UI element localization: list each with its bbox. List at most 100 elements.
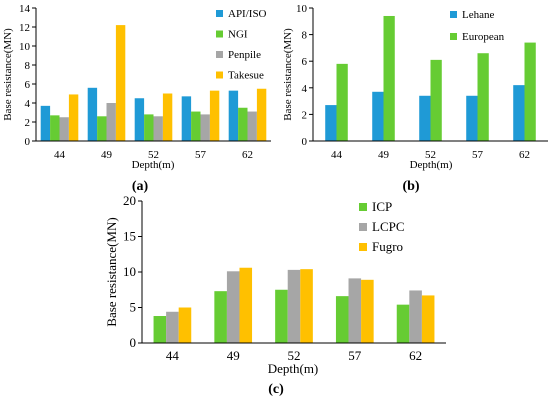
bar-penpile-52 [153, 116, 163, 141]
y-tick-label: 8 [25, 60, 31, 72]
bar-ngi-52 [144, 114, 154, 141]
x-tick-label: 44 [166, 348, 180, 363]
bar-takesue-44 [68, 94, 79, 141]
x-tick-label: 44 [54, 149, 66, 161]
legend-label: Fugro [372, 239, 403, 254]
y-tick-label: 5 [130, 300, 137, 315]
bar-fugro-52 [300, 269, 313, 343]
bar-takesue-62 [256, 88, 267, 141]
legend-swatch-european [450, 33, 457, 40]
bar-lcpc-44 [166, 311, 179, 343]
bar-lehane-49 [372, 91, 384, 141]
bar-ngi-49 [97, 116, 107, 141]
x-tick-label: 49 [378, 149, 390, 161]
bar-european-44 [336, 63, 348, 141]
bar-api-iso-49 [87, 87, 98, 141]
bar-icp-49 [214, 291, 227, 343]
bar-european-52 [430, 59, 442, 142]
bar-icp-44 [153, 316, 167, 343]
bar-ngi-44 [50, 115, 60, 141]
y-axis-label: Base resistance(MN) [282, 28, 294, 121]
bar-fugro-49 [239, 267, 253, 343]
panel-label-b: (b) [402, 179, 419, 194]
bar-takesue-57 [209, 90, 220, 141]
legend-label: Penpile [228, 49, 261, 61]
bar-api-iso-52 [134, 98, 145, 141]
x-axis-label: Depth(m) [410, 159, 453, 171]
legend-label: Lehane [462, 9, 494, 21]
bar-penpile-57 [200, 114, 210, 141]
bar-icp-62 [396, 304, 410, 343]
legend-label: European [462, 31, 505, 43]
bar-penpile-49 [106, 103, 116, 141]
x-tick-label: 52 [288, 348, 301, 363]
legend-swatch-lehane [450, 11, 457, 18]
bar-api-iso-62 [228, 90, 239, 141]
legend-label: ICP [372, 199, 392, 214]
bar-lehane-57 [466, 95, 478, 141]
y-tick-label: 10 [123, 264, 136, 279]
bar-fugro-44 [178, 307, 192, 343]
legend-swatch-ngi [216, 30, 223, 38]
bar-lcpc-49 [226, 271, 240, 343]
bar-takesue-49 [115, 25, 126, 142]
bar-lehane-44 [325, 105, 337, 141]
x-tick-label: 62 [409, 348, 422, 363]
legend-swatch-api-iso [216, 10, 223, 17]
bar-fugro-57 [361, 279, 374, 343]
x-axis-label: Depth(m) [132, 159, 175, 171]
bar-api-iso-57 [181, 96, 192, 141]
bar-fugro-62 [421, 295, 435, 343]
bar-icp-57 [335, 296, 349, 343]
x-tick-label: 52 [425, 149, 436, 161]
y-tick-label: 8 [302, 30, 308, 42]
panel-label-c: (c) [268, 382, 284, 397]
y-tick-label: 14 [19, 3, 31, 15]
legend-label: API/ISO [228, 8, 267, 20]
bar-penpile-62 [247, 111, 257, 141]
bar-lcpc-62 [409, 290, 422, 343]
y-axis-label: Base resistance(MN) [2, 28, 14, 121]
chart-b: 0 2 4 6 8 10 44 49 52 57 62 Depth(m) Base resistance… [282, 3, 548, 171]
bar-takesue-52 [162, 93, 173, 141]
bar-european-57 [477, 53, 489, 141]
y-tick-label: 6 [25, 79, 31, 91]
y-tick-label: 0 [130, 335, 137, 350]
bar-lcpc-57 [348, 278, 362, 343]
y-tick-label: 15 [123, 229, 136, 244]
y-tick-label: 4 [302, 83, 308, 95]
x-tick-label: 49 [227, 348, 240, 363]
y-tick-label: 10 [19, 41, 31, 53]
bar-ngi-62 [238, 107, 248, 141]
x-tick-label: 62 [242, 149, 253, 161]
bar-european-62 [524, 42, 536, 141]
y-tick-label: 6 [302, 56, 308, 68]
legend-swatch-takesue [216, 71, 223, 79]
bar-icp-52 [275, 289, 288, 343]
bar-lehane-62 [513, 85, 525, 141]
y-tick-label: 4 [25, 98, 31, 110]
bar-lehane-52 [419, 95, 431, 141]
y-tick-label: 2 [302, 109, 308, 121]
x-tick-label: 49 [101, 149, 113, 161]
chart-c: 0 5 10 15 20 44 49 52 57 62 Depth(m) Base resistanc… [104, 193, 446, 376]
legend-swatch-icp [359, 203, 367, 211]
y-tick-label: 0 [25, 136, 31, 148]
x-axis-label: Depth(m) [268, 361, 319, 376]
bar-lcpc-52 [287, 269, 301, 343]
y-axis-label: Base resistance(MN) [104, 217, 119, 326]
y-tick-label: 2 [25, 117, 31, 129]
x-tick-label: 52 [148, 149, 159, 161]
chart-a: 0 2 4 6 8 10 12 14 44 49 52 57 62 Depth(m) Base resist… [2, 3, 271, 171]
x-tick-label: 62 [519, 149, 530, 161]
y-tick-label: 0 [302, 136, 308, 148]
legend-swatch-fugro [359, 243, 367, 251]
bar-penpile-44 [59, 117, 69, 141]
bar-european-49 [383, 15, 395, 142]
legend-swatch-lcpc [359, 223, 367, 231]
panel-label-a: (a) [132, 179, 149, 194]
legend-swatch-penpile [216, 51, 223, 58]
legend-label: Takesue [228, 70, 264, 82]
bar-ngi-57 [191, 111, 201, 141]
